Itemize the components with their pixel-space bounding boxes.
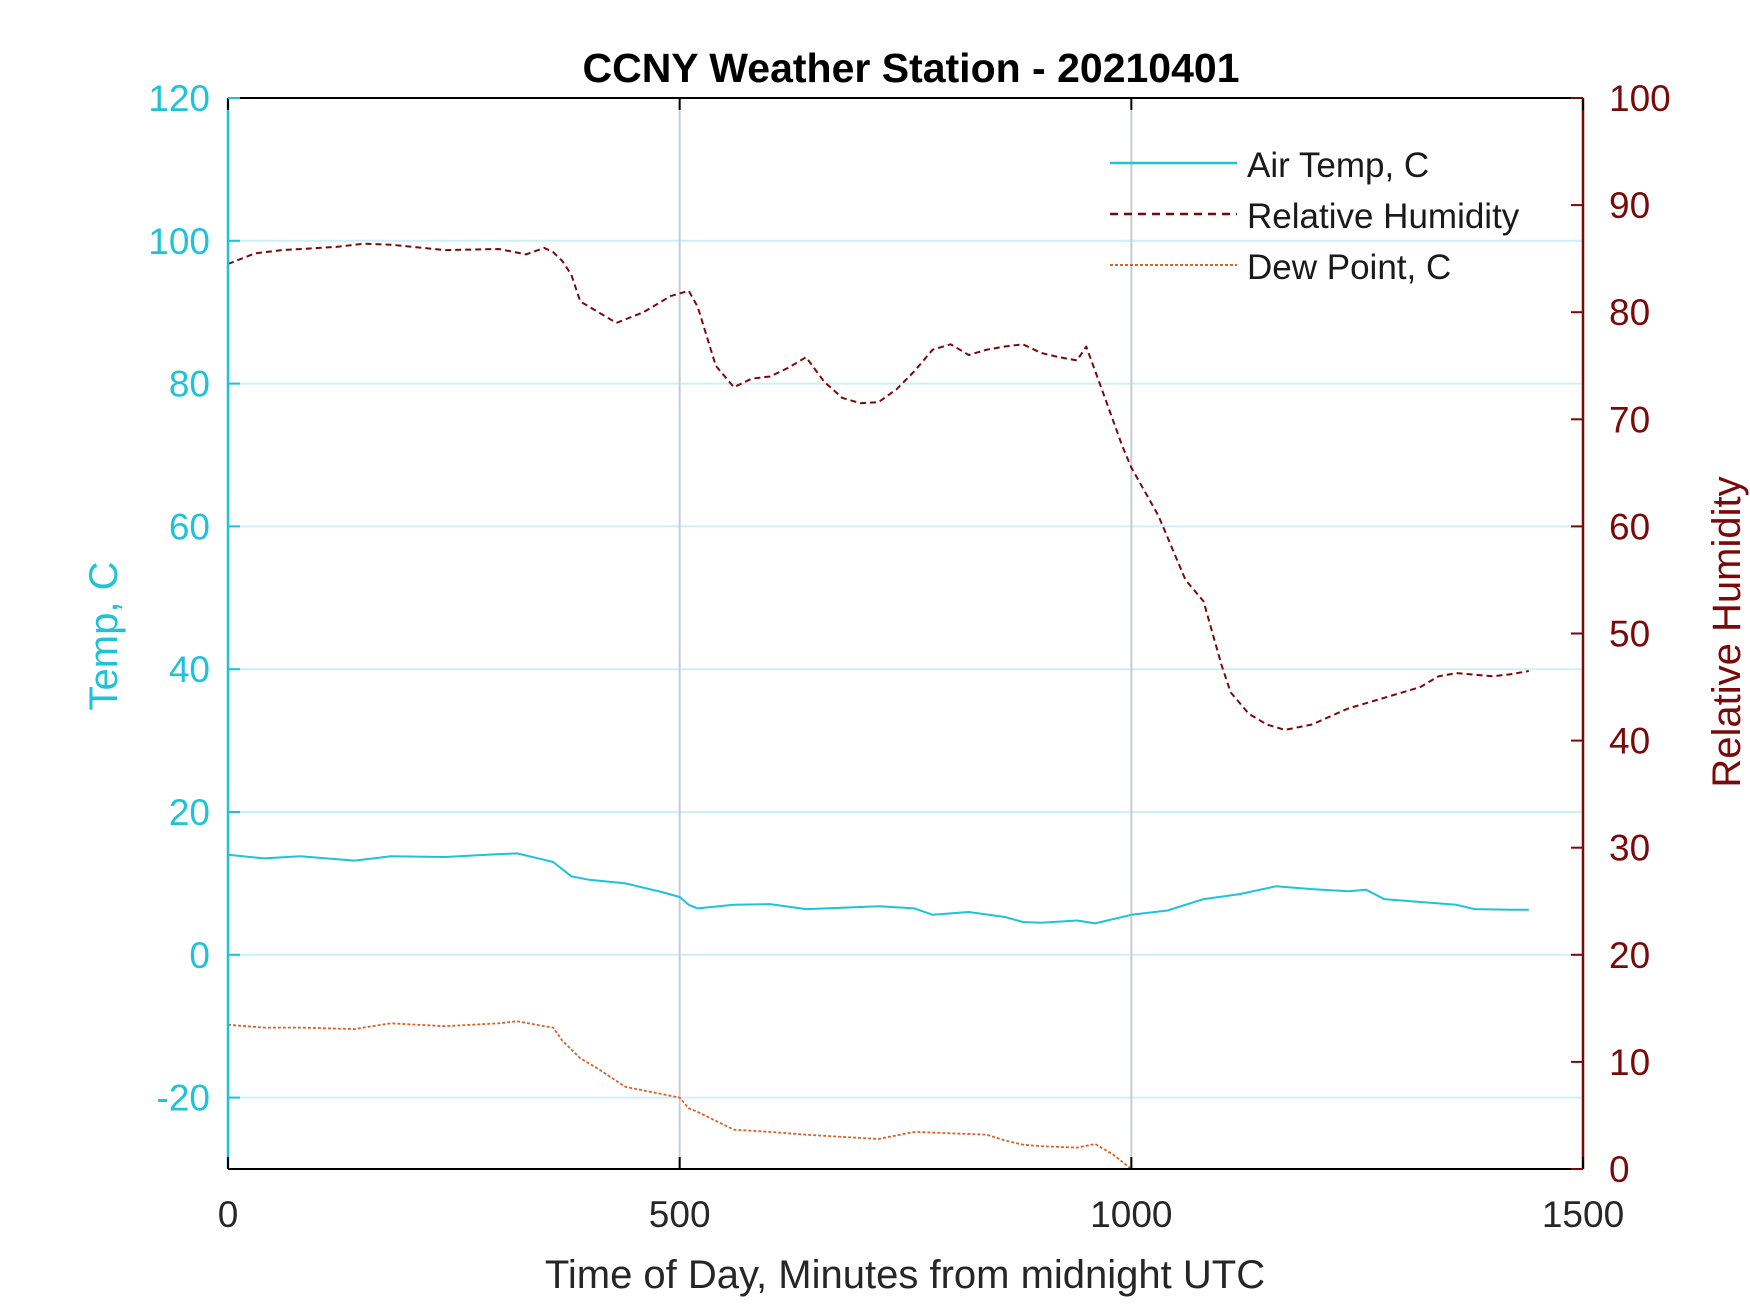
y-left-tick-label: 100 [148, 221, 210, 262]
y-left-tick-label: 40 [169, 649, 210, 690]
chart-title: CCNY Weather Station - 20210401 [582, 45, 1239, 91]
tick-labels: 0 500 1000 1500 -20 0 20 40 60 80 100 120 0 10 20 30 40 5… [148, 78, 1670, 1235]
y-left-tick-label: -20 [157, 1078, 210, 1119]
y-right-tick-label: 100 [1609, 78, 1671, 119]
legend-label-air-temp: Air Temp, C [1247, 146, 1429, 185]
y-right-tick-label: 20 [1609, 935, 1650, 976]
x-tick-label: 1000 [1090, 1194, 1172, 1235]
x-axis-label: Time of Day, Minutes from midnight UTC [545, 1253, 1265, 1297]
y-right-tick-label: 30 [1609, 828, 1650, 869]
dew-point-line [228, 1020, 1132, 1169]
y-right-tick-label: 70 [1609, 399, 1650, 440]
series-layer [228, 242, 1529, 1169]
x-tick-label: 1500 [1542, 1194, 1624, 1235]
legend: Air Temp, C Relative Humidity Dew Point,… [1110, 146, 1520, 287]
y-left-tick-label: 0 [189, 935, 210, 976]
x-tick-label: 500 [649, 1194, 711, 1235]
y-right-tick-label: 40 [1609, 721, 1650, 762]
y-axis-right-label: Relative Humidity [1705, 476, 1749, 787]
x-tick-label: 0 [218, 1194, 239, 1235]
y-right-tick-label: 10 [1609, 1042, 1650, 1083]
y-axis-left-label: Temp, C [82, 562, 126, 711]
y-left-tick-label: 120 [148, 78, 210, 119]
grid [228, 98, 1583, 1169]
y-right-tick-label: 0 [1609, 1149, 1630, 1190]
y-right-tick-label: 60 [1609, 506, 1650, 547]
relative-humidity-line [228, 242, 1529, 731]
y-right-tick-label: 90 [1609, 185, 1650, 226]
y-right-tick-label: 80 [1609, 292, 1650, 333]
y-left-tick-label: 60 [169, 506, 210, 547]
legend-label-dew-point: Dew Point, C [1247, 248, 1451, 287]
y-right-tick-label: 50 [1609, 614, 1650, 655]
air-temp-line [228, 852, 1529, 925]
axes [226, 97, 1585, 1170]
y-left-tick-label: 20 [169, 792, 210, 833]
legend-label-relative-humidity: Relative Humidity [1247, 197, 1520, 236]
y-left-tick-label: 80 [169, 364, 210, 405]
